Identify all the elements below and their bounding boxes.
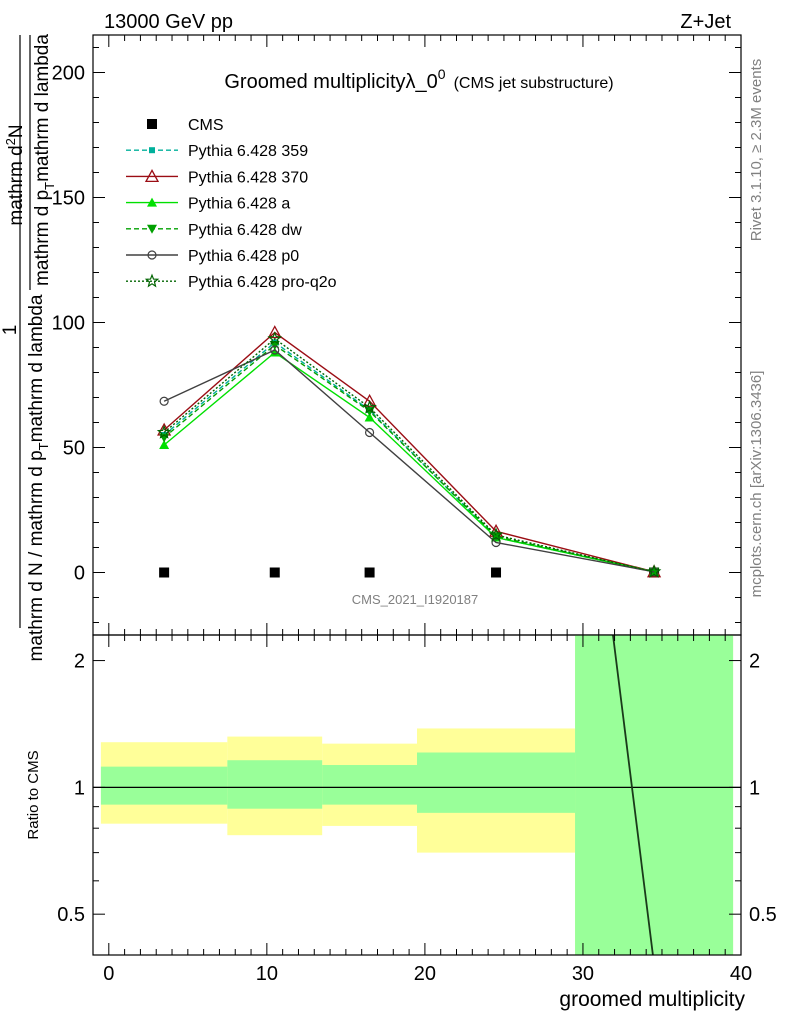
legend-entry: Pythia 6.428 a bbox=[126, 196, 290, 213]
series-line-1 bbox=[163, 341, 655, 573]
y-tick-label: 200 bbox=[52, 63, 85, 85]
data-point bbox=[159, 440, 170, 449]
legend-marker bbox=[144, 169, 160, 183]
ratio-y-tick-label-right: 1 bbox=[749, 777, 760, 799]
uncertainty-band-inner bbox=[417, 752, 576, 813]
y-tick-label: 50 bbox=[63, 438, 85, 460]
legend-label: CMS bbox=[188, 117, 224, 134]
ratio-curve bbox=[612, 635, 654, 955]
data-point bbox=[156, 424, 172, 439]
upper-ylabel: 1 mathrm d N / mathrm d pTmathrm d lambd… bbox=[0, 34, 57, 662]
y-tick-label: 0 bbox=[74, 563, 85, 585]
data-point bbox=[267, 331, 283, 345]
data-point bbox=[362, 399, 377, 414]
legend-entry: Pythia 6.428 dw bbox=[126, 222, 302, 239]
ratio-ylabel: Ratio to CMS bbox=[25, 750, 42, 839]
uncertainty-band-inner bbox=[322, 765, 417, 805]
data-point bbox=[364, 567, 375, 578]
ylabel-den-sub: T bbox=[36, 442, 51, 450]
legend-label: Pythia 6.428 dw bbox=[188, 222, 302, 239]
lower-frame bbox=[92, 634, 742, 956]
ylabel-numerator: mathrm d2N bbox=[3, 124, 27, 225]
ylabel-num-sup: 2 bbox=[3, 138, 18, 145]
data-point bbox=[491, 532, 502, 542]
ratio-y-tick-label-right: 0.5 bbox=[749, 904, 777, 926]
title-sub: (CMS jet substructure) bbox=[454, 75, 614, 92]
data-point bbox=[364, 412, 375, 422]
x-tick-label: 10 bbox=[256, 963, 278, 985]
legend-label: Pythia 6.428 a bbox=[188, 196, 290, 213]
legend-label: Pythia 6.428 pro-q2o bbox=[188, 274, 337, 291]
ylabel-num-text: mathrm d bbox=[6, 145, 27, 225]
x-tick-label: 40 bbox=[730, 963, 752, 985]
ratio-y-tick-label: 0.5 bbox=[57, 904, 85, 926]
series-line-4 bbox=[163, 344, 655, 573]
data-point bbox=[491, 567, 502, 578]
data-point bbox=[646, 564, 662, 578]
series-line-2 bbox=[163, 331, 655, 573]
title-sup: 0 bbox=[438, 66, 446, 82]
ylabel-den-rest: mathrm d lambda bbox=[26, 294, 47, 442]
ylabel-denominator-2: mathrm d pTmathrm d lambda bbox=[32, 34, 57, 286]
ratio-y-tick-label: 1 bbox=[74, 777, 85, 799]
legend-entry: CMS bbox=[147, 117, 224, 134]
x-axis-label: groomed multiplicity bbox=[559, 988, 745, 1011]
legend: CMS Pythia 6.428 359 Pythia 6.428 370 Pythi… bbox=[126, 117, 337, 291]
mcplots-label: mcplots.cern.ch [arXiv:1306.3436] bbox=[748, 371, 765, 598]
data-point bbox=[267, 325, 282, 339]
plot-title: Groomed multiplicityλ_00 (CMS jet substru… bbox=[224, 66, 613, 93]
ylabel-denominator: mathrm d N / mathrm d pTmathrm d lambda bbox=[26, 294, 51, 661]
analysis-id: CMS_2021_I1920187 bbox=[352, 592, 479, 607]
lower-panel: 0.5 0.51 12 20 10 20 30 40 Ratio to CMS groomed… bbox=[25, 634, 777, 1011]
x-tick-label: 20 bbox=[414, 963, 436, 985]
header-right: Z+Jet bbox=[680, 11, 731, 33]
legend-entry: Pythia 6.428 370 bbox=[126, 169, 308, 186]
ylabel-den-text: mathrm d N / mathrm d p bbox=[26, 450, 47, 661]
series-line-3 bbox=[163, 351, 655, 573]
data-point bbox=[364, 427, 375, 438]
data-point bbox=[362, 393, 377, 407]
header-left: 13000 GeV pp bbox=[104, 11, 233, 33]
legend-marker bbox=[147, 250, 157, 260]
data-point bbox=[270, 345, 280, 355]
legend-entry: Pythia 6.428 359 bbox=[126, 143, 308, 160]
ylabel-den2-text: mathrm d p bbox=[32, 190, 53, 286]
series-line-5 bbox=[163, 349, 655, 573]
ylabel-num-rest: N bbox=[6, 124, 27, 138]
series-line-6 bbox=[163, 337, 655, 573]
x-tick-label: 30 bbox=[572, 963, 594, 985]
ratio-y-tick-label: 2 bbox=[74, 651, 85, 673]
rivet-label: Rivet 3.1.10, ≥ 2.3M events bbox=[748, 59, 765, 242]
data-point bbox=[269, 347, 280, 357]
ratio-y-tick-label-right: 2 bbox=[749, 651, 760, 673]
data-point bbox=[269, 567, 280, 578]
legend-marker bbox=[147, 197, 157, 207]
legend-label: Pythia 6.428 p0 bbox=[188, 248, 299, 265]
legend-entry: Pythia 6.428 p0 bbox=[126, 248, 299, 265]
ylabel-den2-sub: T bbox=[42, 182, 57, 190]
legend-marker bbox=[147, 119, 157, 129]
data-point bbox=[491, 537, 501, 548]
legend-marker bbox=[144, 273, 160, 288]
legend-label: Pythia 6.428 359 bbox=[188, 143, 308, 160]
legend-label: Pythia 6.428 370 bbox=[188, 169, 308, 186]
legend-entry: Pythia 6.428 pro-q2o bbox=[126, 273, 337, 291]
uncertainty-band-inner bbox=[227, 760, 323, 809]
legend-marker bbox=[149, 147, 155, 154]
uncertainty-band-inner bbox=[100, 766, 228, 805]
y-tick-label: 150 bbox=[52, 188, 85, 210]
uncertainty-band-inner bbox=[575, 635, 734, 955]
y-tick-label: 100 bbox=[52, 313, 85, 335]
ylabel-fraction-one: 1 bbox=[0, 325, 21, 336]
legend-marker bbox=[147, 224, 157, 234]
x-tick-label: 0 bbox=[103, 963, 114, 985]
title-main: Groomed multiplicityλ_0 bbox=[224, 71, 437, 93]
ylabel-den2-rest: mathrm d lambda bbox=[32, 34, 53, 182]
data-point bbox=[159, 567, 170, 578]
data-point bbox=[488, 527, 504, 542]
data-point bbox=[159, 396, 169, 406]
